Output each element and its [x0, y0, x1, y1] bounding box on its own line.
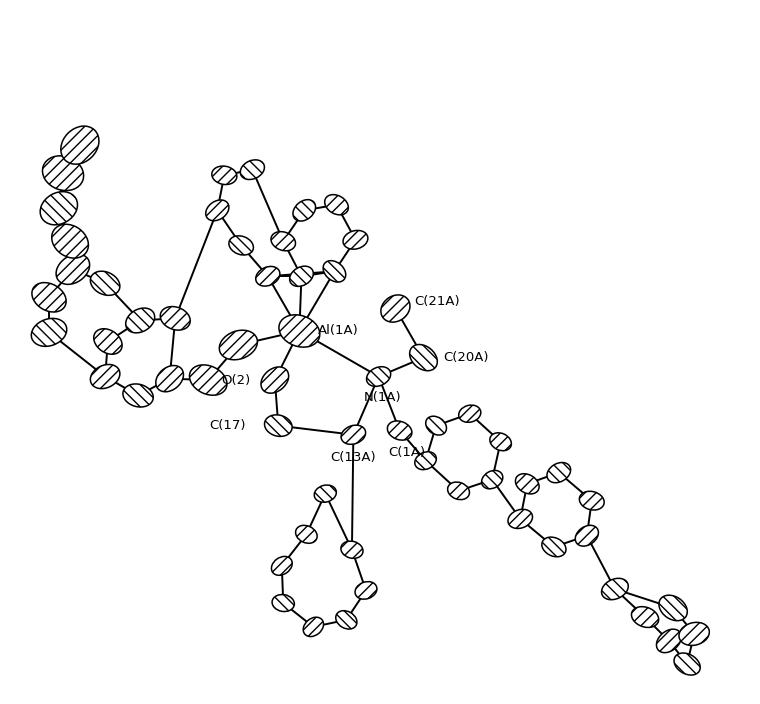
Ellipse shape	[542, 537, 566, 557]
Ellipse shape	[229, 236, 253, 255]
Ellipse shape	[32, 282, 66, 312]
Ellipse shape	[343, 230, 368, 249]
Ellipse shape	[160, 306, 190, 330]
Text: N(1A): N(1A)	[363, 391, 401, 404]
Ellipse shape	[261, 367, 289, 393]
Ellipse shape	[325, 194, 348, 215]
Ellipse shape	[303, 617, 324, 636]
Ellipse shape	[415, 452, 436, 470]
Ellipse shape	[156, 365, 183, 391]
Ellipse shape	[388, 421, 412, 440]
Ellipse shape	[206, 200, 229, 221]
Ellipse shape	[657, 629, 682, 653]
Ellipse shape	[255, 266, 280, 286]
Ellipse shape	[279, 315, 320, 347]
Ellipse shape	[52, 225, 88, 258]
Text: C(21A): C(21A)	[415, 295, 461, 308]
Ellipse shape	[271, 556, 292, 575]
Ellipse shape	[290, 266, 313, 287]
Ellipse shape	[240, 160, 264, 180]
Ellipse shape	[579, 491, 604, 510]
Ellipse shape	[123, 384, 154, 407]
Text: O(2): O(2)	[222, 374, 251, 386]
Ellipse shape	[90, 365, 120, 389]
Ellipse shape	[381, 295, 410, 322]
Text: C(20A): C(20A)	[443, 351, 488, 364]
Ellipse shape	[355, 582, 377, 599]
Ellipse shape	[508, 509, 533, 529]
Ellipse shape	[674, 653, 700, 675]
Ellipse shape	[43, 156, 84, 191]
Ellipse shape	[515, 474, 539, 494]
Ellipse shape	[314, 485, 337, 502]
Ellipse shape	[341, 541, 363, 558]
Ellipse shape	[448, 482, 470, 500]
Ellipse shape	[125, 308, 155, 333]
Ellipse shape	[547, 463, 571, 483]
Ellipse shape	[459, 405, 481, 422]
Text: Al(1A): Al(1A)	[318, 325, 358, 337]
Ellipse shape	[679, 622, 709, 646]
Ellipse shape	[212, 166, 237, 184]
Ellipse shape	[189, 365, 227, 395]
Ellipse shape	[341, 425, 366, 444]
Ellipse shape	[56, 254, 90, 284]
Ellipse shape	[575, 525, 598, 546]
Ellipse shape	[482, 470, 503, 489]
Ellipse shape	[410, 344, 437, 371]
Ellipse shape	[90, 271, 120, 296]
Text: C(1A): C(1A)	[388, 446, 425, 460]
Ellipse shape	[336, 610, 357, 629]
Ellipse shape	[40, 191, 78, 225]
Ellipse shape	[323, 260, 346, 282]
Text: C(17): C(17)	[210, 419, 246, 432]
Ellipse shape	[296, 525, 317, 543]
Ellipse shape	[366, 367, 391, 386]
Ellipse shape	[61, 126, 99, 164]
Ellipse shape	[264, 415, 292, 436]
Ellipse shape	[426, 416, 446, 435]
Ellipse shape	[271, 232, 296, 251]
Text: C(13A): C(13A)	[331, 451, 376, 464]
Ellipse shape	[490, 433, 511, 451]
Ellipse shape	[93, 329, 122, 354]
Ellipse shape	[293, 200, 315, 221]
Ellipse shape	[31, 318, 67, 346]
Ellipse shape	[220, 330, 258, 360]
Ellipse shape	[659, 595, 687, 621]
Ellipse shape	[601, 578, 629, 600]
Ellipse shape	[632, 607, 659, 627]
Ellipse shape	[272, 594, 294, 612]
